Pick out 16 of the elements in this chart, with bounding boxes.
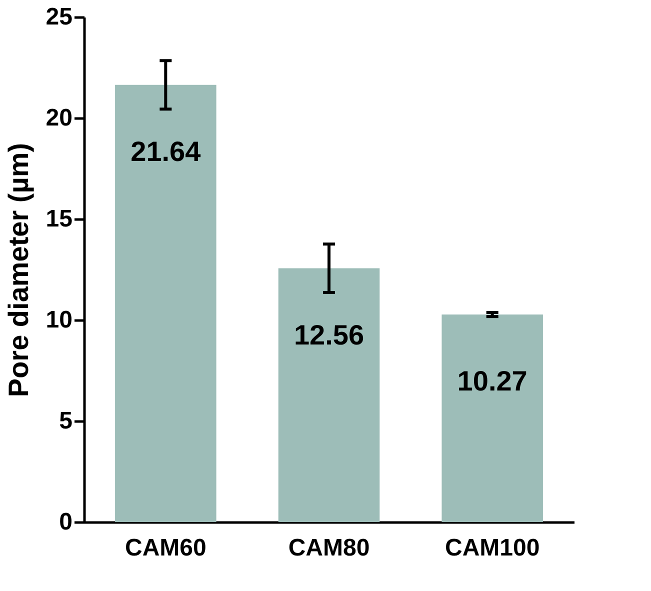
x-tick-label: CAM60 — [124, 534, 206, 562]
bar — [278, 268, 380, 522]
data-label: 21.64 — [130, 136, 202, 167]
x-tick-label: CAM100 — [444, 534, 540, 562]
data-label: 12.56 — [294, 319, 364, 350]
y-tick-label: 0 — [59, 508, 72, 536]
y-axis-title: Pore diameter (µm) — [2, 142, 34, 398]
bar — [115, 84, 216, 522]
data-label: 10.27 — [457, 366, 528, 397]
y-tick-label: 25 — [46, 4, 72, 30]
y-tick-label: 15 — [46, 206, 72, 232]
bar — [442, 314, 543, 522]
y-tick-label: 5 — [59, 408, 72, 434]
y-tick-label: 10 — [46, 306, 72, 334]
y-tick-label: 20 — [46, 104, 72, 132]
x-tick-label: CAM80 — [288, 534, 370, 562]
